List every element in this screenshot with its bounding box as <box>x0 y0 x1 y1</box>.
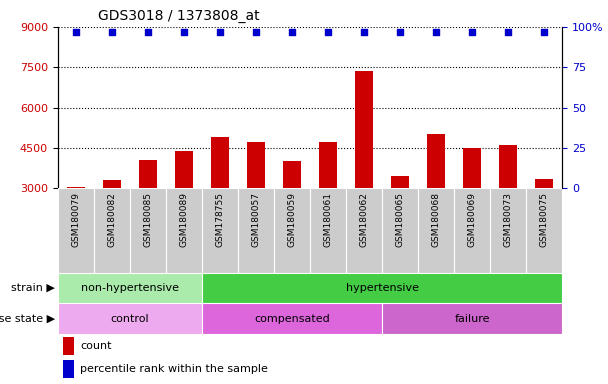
Bar <box>418 188 454 273</box>
Bar <box>202 188 238 273</box>
Text: compensated: compensated <box>254 314 330 324</box>
Bar <box>58 303 202 334</box>
Point <box>107 29 117 35</box>
Text: GDS3018 / 1373808_at: GDS3018 / 1373808_at <box>98 9 260 23</box>
Text: GSM178755: GSM178755 <box>215 192 224 247</box>
Bar <box>499 145 517 269</box>
Text: GSM180057: GSM180057 <box>252 192 260 247</box>
Bar <box>454 188 490 273</box>
Bar <box>238 188 274 273</box>
Bar <box>427 134 445 269</box>
Bar <box>310 188 346 273</box>
Point <box>323 29 333 35</box>
Point <box>215 29 225 35</box>
Bar <box>283 161 301 269</box>
Bar <box>490 188 527 273</box>
Bar <box>319 142 337 269</box>
Text: failure: failure <box>455 314 490 324</box>
Bar <box>94 188 130 273</box>
Text: strain ▶: strain ▶ <box>11 283 55 293</box>
Text: percentile rank within the sample: percentile rank within the sample <box>80 364 268 374</box>
Bar <box>58 188 94 273</box>
Point <box>395 29 405 35</box>
Text: GSM180059: GSM180059 <box>288 192 297 247</box>
Point <box>71 29 81 35</box>
Bar <box>67 187 85 269</box>
Text: control: control <box>111 314 149 324</box>
Text: hypertensive: hypertensive <box>346 283 419 293</box>
Text: GSM180069: GSM180069 <box>468 192 477 247</box>
Bar <box>202 303 382 334</box>
Point <box>503 29 513 35</box>
Point <box>468 29 477 35</box>
Bar <box>166 188 202 273</box>
Bar <box>202 273 562 303</box>
Bar <box>274 188 310 273</box>
Bar <box>103 180 121 269</box>
Bar <box>382 303 562 334</box>
Text: GSM180085: GSM180085 <box>143 192 153 247</box>
Bar <box>63 360 74 378</box>
Bar <box>527 188 562 273</box>
Text: GSM180082: GSM180082 <box>108 192 116 247</box>
Bar <box>211 137 229 269</box>
Text: GSM180073: GSM180073 <box>504 192 513 247</box>
Text: disease state ▶: disease state ▶ <box>0 314 55 324</box>
Text: non-hypertensive: non-hypertensive <box>81 283 179 293</box>
Bar <box>346 188 382 273</box>
Bar <box>382 188 418 273</box>
Text: GSM180062: GSM180062 <box>360 192 368 247</box>
Text: GSM180079: GSM180079 <box>71 192 80 247</box>
Bar <box>63 337 74 355</box>
Bar <box>130 188 166 273</box>
Text: GSM180068: GSM180068 <box>432 192 441 247</box>
Text: GSM180061: GSM180061 <box>323 192 333 247</box>
Text: GSM180075: GSM180075 <box>540 192 549 247</box>
Point <box>359 29 369 35</box>
Point <box>251 29 261 35</box>
Bar <box>247 142 265 269</box>
Bar <box>391 176 409 269</box>
Point <box>431 29 441 35</box>
Text: count: count <box>80 341 112 351</box>
Bar <box>463 148 482 269</box>
Bar <box>355 71 373 269</box>
Bar <box>139 160 157 269</box>
Bar <box>175 151 193 269</box>
Bar <box>58 273 202 303</box>
Point <box>143 29 153 35</box>
Point <box>287 29 297 35</box>
Bar <box>536 179 553 269</box>
Point <box>539 29 549 35</box>
Text: GSM180065: GSM180065 <box>396 192 405 247</box>
Text: GSM180089: GSM180089 <box>179 192 188 247</box>
Point <box>179 29 188 35</box>
